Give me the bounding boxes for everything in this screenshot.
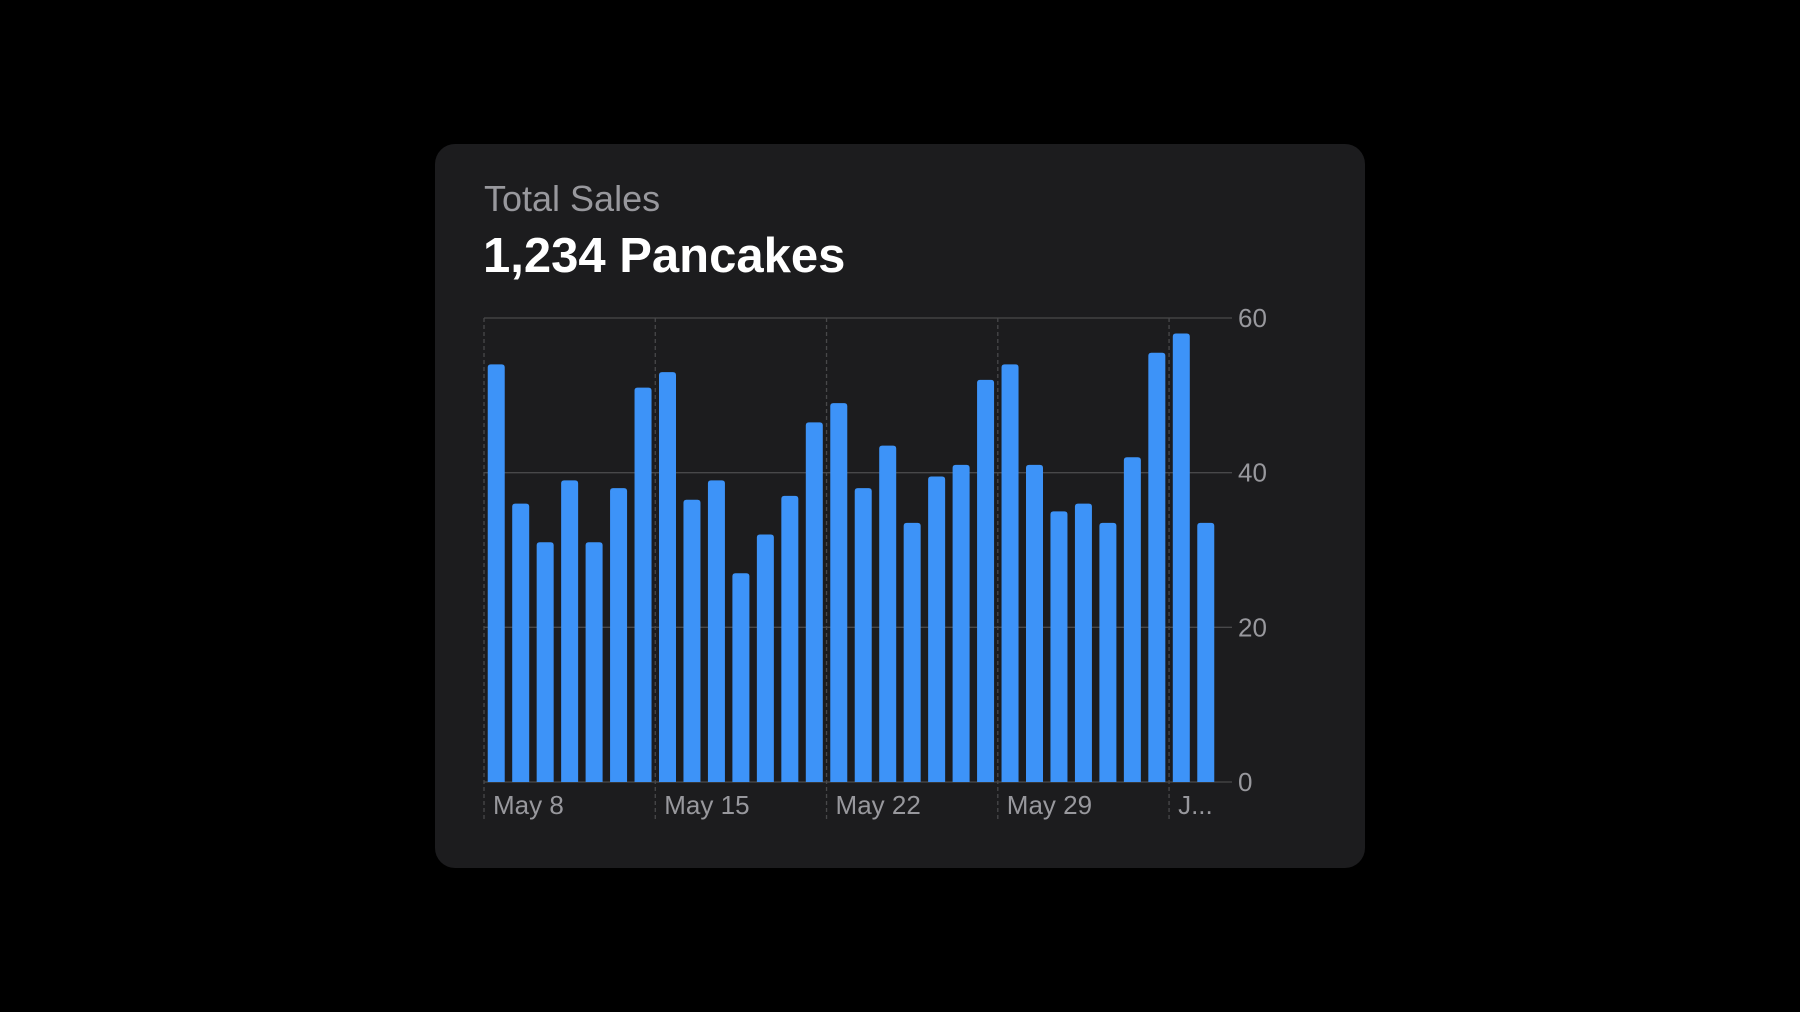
bar-may-27 [952, 464, 970, 782]
bar-may-31 [1050, 511, 1068, 782]
bar-may-9 [512, 503, 530, 782]
bar-may-24 [879, 445, 897, 782]
bar-may-13 [610, 488, 628, 782]
bar-may-18 [732, 573, 750, 782]
bar-may-12 [585, 542, 603, 782]
bar-jun-6 [1197, 522, 1215, 782]
x-tick-label-0: May 8 [493, 790, 564, 820]
bar-may-17 [707, 480, 725, 782]
x-tick-label-1: May 15 [664, 790, 749, 820]
x-tick-label-4: J... [1178, 790, 1213, 820]
bar-may-21 [805, 422, 823, 782]
bar-may-11 [561, 480, 579, 782]
x-tick-label-2: May 22 [836, 790, 921, 820]
bar-jun-5 [1172, 333, 1190, 782]
bar-jun-3 [1123, 457, 1141, 782]
card-subtitle: Total Sales [484, 178, 661, 219]
bar-may-14 [634, 387, 652, 782]
bar-may-22 [830, 403, 848, 782]
bar-jun-1 [1074, 503, 1092, 782]
y-tick-label-0: 0 [1238, 767, 1252, 797]
bar-may-16 [683, 499, 701, 782]
bar-jun-4 [1148, 352, 1166, 782]
sales-card: Total Sales 1,234 Pancakes 0 20 40 60 May 8 M… [435, 144, 1365, 868]
bar-may-26 [928, 476, 946, 782]
bar-may-15 [659, 372, 676, 782]
card-headline: 1,234 Pancakes [483, 229, 846, 283]
bar-may-30 [1026, 464, 1043, 782]
bar-may-28 [977, 379, 995, 782]
y-tick-label-20: 20 [1238, 612, 1267, 642]
x-tick-label-3: May 29 [1007, 790, 1092, 820]
bar-may-23 [854, 488, 872, 782]
bar-may-10 [536, 542, 554, 782]
bar-chart: 0 20 40 60 May 8 May 15 May 22 May 29 J... [483, 303, 1267, 820]
bar-jun-2 [1099, 522, 1117, 782]
bar-may-29 [1001, 364, 1019, 782]
bar-may-20 [781, 495, 799, 782]
bar-may-8 [487, 364, 505, 782]
y-tick-label-60: 60 [1238, 303, 1267, 333]
bar-may-19 [756, 534, 774, 782]
y-tick-label-40: 40 [1238, 458, 1267, 488]
bar-may-25 [903, 522, 921, 782]
